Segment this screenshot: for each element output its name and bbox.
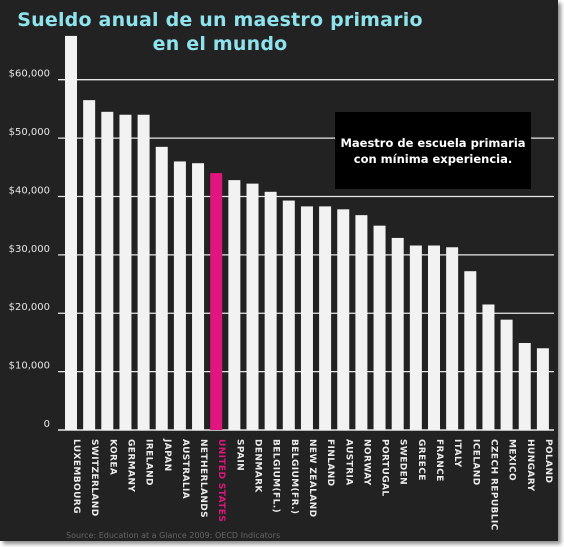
chart-frame: Sueldo anual de un maestro primario en e… — [0, 0, 558, 541]
y-tick-label: $30,000 — [9, 244, 50, 255]
x-tick-label: JAPAN — [162, 438, 172, 472]
bar — [282, 200, 295, 430]
bar — [319, 206, 332, 430]
y-tick-label: $50,000 — [9, 127, 50, 138]
annotation-line-2: con mínima experiencia. — [353, 151, 513, 166]
x-tick-label: BELGIUM(FR.) — [289, 439, 299, 514]
bar — [228, 180, 241, 430]
x-tick-label: NETHERLANDS — [198, 439, 208, 518]
bar — [337, 209, 350, 430]
x-axis-labels: LUXEMBOURG SWITZERLAND KOREA GERMANY IRELAND… — [71, 438, 553, 531]
bar — [264, 191, 277, 430]
bar — [500, 319, 513, 430]
x-tick-label: ITALY — [452, 439, 462, 468]
bar — [446, 247, 459, 430]
bar — [155, 146, 168, 430]
source-note: Source: Education at a Glance 2009: OECD… — [66, 531, 281, 540]
x-tick-label: SPAIN — [234, 439, 244, 471]
bar-chart: 0 $10,000 $20,000 $30,000 $40,000 $50,000 $60,… — [9, 35, 554, 531]
x-tick-label: UNITED STATES — [216, 439, 226, 522]
bar — [173, 161, 186, 431]
chart-title-line-2: en el mundo — [152, 33, 288, 55]
x-tick-label: KOREA — [107, 439, 117, 475]
bar — [518, 343, 531, 430]
x-tick-label: FRANCE — [434, 439, 444, 482]
x-tick-label: DENMARK — [253, 439, 263, 493]
x-tick-label: ICELAND — [470, 439, 480, 486]
x-tick-label: LUXEMBOURG — [71, 439, 81, 514]
bar — [119, 114, 132, 430]
x-tick-label: BELGIUM(FL.) — [271, 439, 281, 513]
bar — [536, 348, 549, 430]
bar — [65, 35, 77, 430]
x-tick-label: MEXICO — [507, 439, 517, 481]
y-tick-label: 0 — [44, 419, 50, 430]
bar — [428, 245, 440, 430]
bar — [464, 271, 477, 430]
bar — [482, 304, 495, 430]
bar — [192, 163, 205, 431]
bar — [246, 183, 259, 430]
x-tick-label: GREECE — [416, 439, 426, 481]
y-tick-label: $20,000 — [9, 302, 50, 313]
bar — [83, 100, 96, 430]
x-tick-label: POLAND — [543, 439, 553, 483]
x-tick-label: NORWAY — [361, 439, 371, 486]
x-tick-label: SWEDEN — [398, 439, 408, 485]
x-tick-label: CZECH REPUBLIC — [488, 439, 498, 531]
bar — [373, 225, 386, 430]
chart-title: Sueldo anual de un maestro primario en e… — [0, 8, 440, 56]
annotation-box: Maestro de escuela primaria con mínima e… — [335, 112, 531, 189]
y-tick-label: $60,000 — [9, 69, 50, 80]
x-tick-label: IRELAND — [144, 439, 154, 486]
x-tick-label: NEW ZEALAND — [307, 439, 317, 517]
chart-title-line-1: Sueldo anual de un maestro primario — [17, 9, 423, 31]
x-tick-label: PORTUGAL — [380, 439, 390, 497]
bar — [300, 206, 313, 430]
bar — [101, 111, 114, 431]
annotation-line-1: Maestro de escuela primaria — [340, 135, 526, 150]
x-tick-label: AUSTRIA — [343, 439, 353, 486]
bar — [355, 215, 368, 430]
x-tick-label: GERMANY — [125, 439, 135, 492]
x-tick-label: HUNGARY — [525, 439, 535, 492]
bars — [65, 35, 549, 431]
y-axis-ticks: 0 $10,000 $20,000 $30,000 $40,000 $50,000 $60,… — [9, 69, 50, 430]
x-tick-label: FINLAND — [325, 439, 335, 487]
bar — [137, 114, 150, 430]
x-tick-label: SWITZERLAND — [89, 439, 99, 517]
x-tick-label: AUSTRALIA — [180, 439, 190, 499]
y-tick-label: $40,000 — [9, 185, 50, 196]
bar — [409, 245, 422, 430]
bar — [391, 237, 404, 430]
bar — [210, 173, 223, 430]
y-tick-label: $10,000 — [9, 361, 50, 372]
